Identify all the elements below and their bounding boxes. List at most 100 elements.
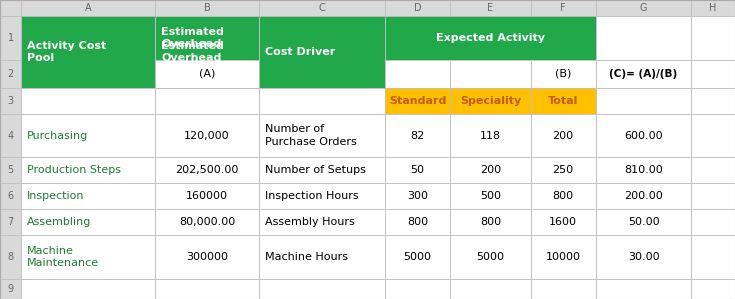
Bar xyxy=(155,0,259,16)
Bar xyxy=(595,183,692,209)
Text: 810.00: 810.00 xyxy=(624,165,663,176)
Bar xyxy=(155,279,259,299)
Bar xyxy=(21,209,155,235)
Bar xyxy=(531,183,595,209)
Text: D: D xyxy=(414,3,421,13)
Bar xyxy=(692,158,735,183)
Text: Machine Hours: Machine Hours xyxy=(265,252,348,262)
Bar xyxy=(595,235,692,279)
Bar xyxy=(259,209,385,235)
Text: Activity Cost
Pool: Activity Cost Pool xyxy=(27,41,107,63)
Bar xyxy=(692,279,735,299)
Bar xyxy=(531,158,595,183)
Bar xyxy=(531,235,595,279)
Text: 10000: 10000 xyxy=(545,252,581,262)
Bar xyxy=(155,235,259,279)
Bar xyxy=(385,279,450,299)
Bar xyxy=(531,279,595,299)
Text: Purchasing: Purchasing xyxy=(27,131,88,141)
Bar xyxy=(450,158,531,183)
Bar xyxy=(450,88,531,114)
Text: 7: 7 xyxy=(7,217,14,227)
Bar xyxy=(0,60,21,88)
Bar xyxy=(692,209,735,235)
Bar xyxy=(531,0,595,16)
Text: Production Steps: Production Steps xyxy=(27,165,121,176)
Bar xyxy=(259,235,385,279)
Bar xyxy=(385,235,450,279)
Bar xyxy=(259,158,385,183)
Bar xyxy=(21,183,155,209)
Bar xyxy=(595,158,692,183)
Bar xyxy=(385,88,450,114)
Text: Assembly Hours: Assembly Hours xyxy=(265,217,354,227)
Text: 202,500.00: 202,500.00 xyxy=(176,165,239,176)
Text: 800: 800 xyxy=(407,217,429,227)
Text: Expected Activity: Expected Activity xyxy=(436,33,545,43)
Bar xyxy=(21,0,155,16)
Bar xyxy=(595,209,692,235)
Text: Standard: Standard xyxy=(389,96,446,106)
Text: 300000: 300000 xyxy=(186,252,228,262)
Text: Estimated
Overhead: Estimated Overhead xyxy=(161,27,224,49)
Bar xyxy=(155,158,259,183)
Text: 2: 2 xyxy=(7,69,14,79)
Text: (C)= (A)/(B): (C)= (A)/(B) xyxy=(609,69,678,79)
Bar xyxy=(0,88,21,114)
Bar xyxy=(595,60,692,88)
Bar xyxy=(259,0,385,16)
Bar xyxy=(21,235,155,279)
Bar xyxy=(21,158,155,183)
Text: 80,000.00: 80,000.00 xyxy=(179,217,235,227)
Text: 50: 50 xyxy=(411,165,425,176)
Bar xyxy=(155,183,259,209)
Bar xyxy=(595,279,692,299)
Text: 118: 118 xyxy=(480,131,501,141)
Bar xyxy=(450,183,531,209)
Bar xyxy=(21,279,155,299)
Text: A: A xyxy=(85,3,92,13)
Text: 160000: 160000 xyxy=(186,191,228,201)
Bar xyxy=(385,183,450,209)
Bar xyxy=(450,114,531,158)
Text: Number of
Purchase Orders: Number of Purchase Orders xyxy=(265,124,356,147)
Bar xyxy=(0,183,21,209)
Bar xyxy=(450,60,531,88)
Bar xyxy=(21,88,155,114)
Text: Inspection Hours: Inspection Hours xyxy=(265,191,358,201)
Bar xyxy=(0,235,21,279)
Bar xyxy=(259,183,385,209)
Bar xyxy=(692,235,735,279)
Bar xyxy=(385,60,450,88)
Bar xyxy=(21,114,155,158)
Bar xyxy=(692,60,735,88)
Bar xyxy=(259,114,385,158)
Bar xyxy=(155,16,259,60)
Bar xyxy=(595,0,692,16)
Text: (B): (B) xyxy=(555,69,571,79)
Bar xyxy=(450,209,531,235)
Bar xyxy=(385,16,595,60)
Bar xyxy=(531,88,595,114)
Bar xyxy=(0,16,21,60)
Bar xyxy=(692,16,735,60)
Text: (A): (A) xyxy=(199,69,215,79)
Text: 82: 82 xyxy=(411,131,425,141)
Text: Assembling: Assembling xyxy=(27,217,92,227)
Text: B: B xyxy=(204,3,210,13)
Text: Speciality: Speciality xyxy=(460,96,521,106)
Bar xyxy=(385,158,450,183)
Text: 5000: 5000 xyxy=(476,252,504,262)
Bar xyxy=(155,88,259,114)
Text: 5: 5 xyxy=(7,165,14,176)
Text: C: C xyxy=(318,3,326,13)
Bar xyxy=(531,209,595,235)
Bar xyxy=(155,60,259,88)
Bar xyxy=(450,235,531,279)
Text: Estimated
Overhead: Estimated Overhead xyxy=(161,41,224,63)
Text: 500: 500 xyxy=(480,191,501,201)
Text: 1600: 1600 xyxy=(549,217,577,227)
Text: 1: 1 xyxy=(7,33,14,43)
Bar xyxy=(450,0,531,16)
Text: Number of Setups: Number of Setups xyxy=(265,165,365,176)
